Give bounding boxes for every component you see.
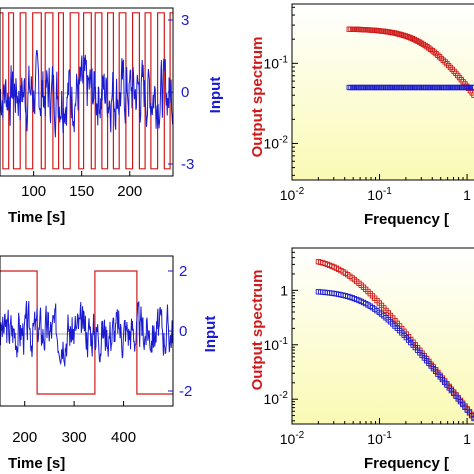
x-tick-label: 300 — [62, 429, 87, 446]
plot-frame — [291, 247, 474, 425]
time-series-bottom: 200 300 400 -2 0 2 Time [s] Input — [0, 255, 219, 472]
y-tick-label: 10-1 — [264, 54, 289, 71]
y-tick-label: 1 — [280, 282, 288, 298]
x-axis-label: Frequency [ — [364, 455, 449, 472]
spectrum-top: 10-2 10-1 1 10-1 10-2 Frequency [ Output sp… — [249, 3, 474, 228]
input-noise-trace — [0, 50, 173, 138]
x-tick-label: 10-1 — [367, 186, 392, 203]
y-tick-label: 10-1 — [264, 336, 289, 353]
x-tick-label: 200 — [12, 429, 37, 446]
y-right-tick-label: 2 — [179, 263, 187, 280]
x-axis-label: Time [s] — [8, 455, 65, 472]
plot-background — [292, 248, 474, 424]
x-axis-label: Frequency [ — [364, 211, 449, 228]
x-tick-label: 10-2 — [280, 186, 305, 203]
x-tick-label: 400 — [111, 429, 136, 446]
time-series-top: 100 150 200 -3 0 3 Time [s] Input — [0, 7, 224, 226]
right-axis-label: Input — [202, 316, 219, 353]
input-noise-trace — [0, 300, 173, 367]
x-tick-label: 10-2 — [280, 430, 305, 447]
y-right-tick-label: 0 — [181, 84, 189, 101]
y-right-tick-label: 0 — [179, 323, 187, 340]
y-axis-label: Output spectrum — [249, 270, 266, 391]
x-tick-label: 1 — [463, 431, 471, 447]
x-tick-label: 200 — [117, 183, 142, 200]
y-right-tick-label: 3 — [181, 12, 189, 29]
right-axis-label: Input — [207, 77, 224, 114]
plot-frame — [0, 255, 174, 407]
y-axis-label: Output spectrum — [249, 37, 266, 158]
y-right-tick-label: -3 — [181, 156, 194, 173]
spectrum-bottom: 10-2 10-1 1 1 10-1 10-2 Frequency [ Output s… — [249, 247, 474, 472]
x-tick-label: 100 — [21, 183, 46, 200]
x-tick-label: 10-1 — [367, 430, 392, 447]
x-tick-label: 150 — [69, 183, 94, 200]
x-axis-label: Time [s] — [8, 209, 65, 226]
y-right-tick-label: -2 — [179, 383, 192, 400]
y-tick-label: 10-2 — [264, 134, 289, 151]
x-tick-label: 1 — [463, 187, 471, 203]
y-tick-label: 10-2 — [264, 390, 289, 407]
plot-frame — [291, 3, 474, 181]
